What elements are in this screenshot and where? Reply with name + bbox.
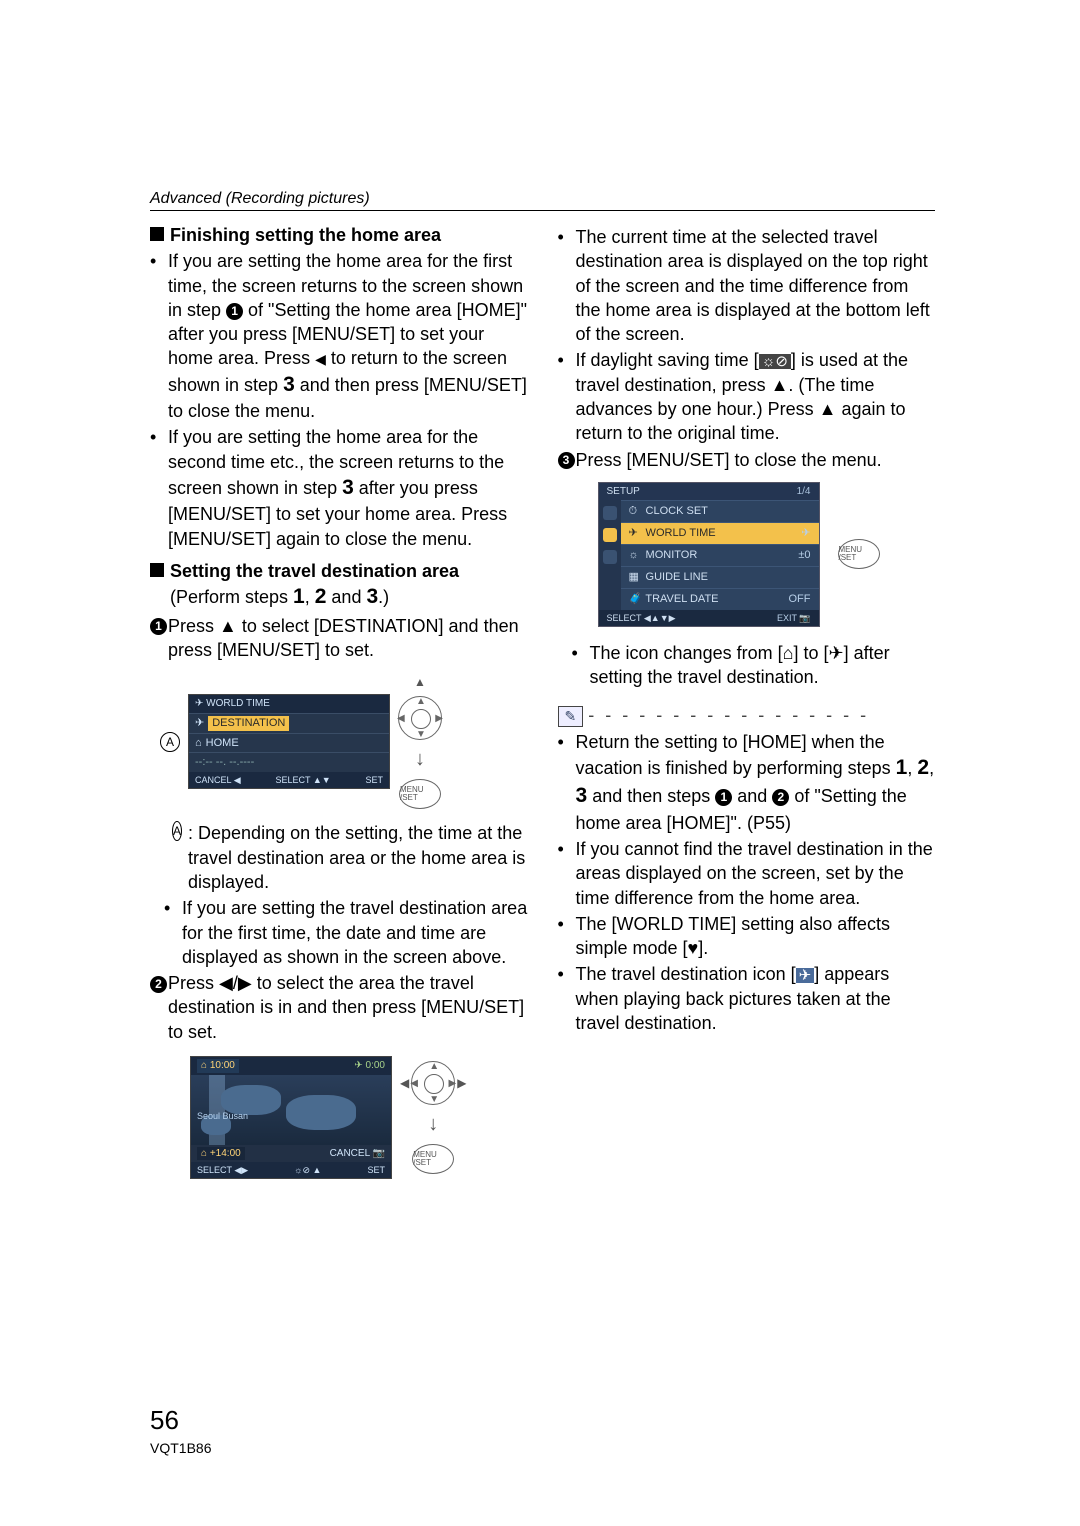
dpad-icon: ▲▼◀▶: [398, 696, 442, 740]
label-a-desc: A : Depending on the setting, the time a…: [172, 821, 528, 894]
square-bullet-icon: [150, 563, 164, 577]
bullet-icon-change: • The icon changes from [⌂] to [✈] after…: [572, 641, 936, 690]
plane-icon: ✈: [829, 643, 844, 663]
dst-icon: ☼⊘: [759, 354, 791, 369]
note-cannot-find: • If you cannot find the travel destinat…: [558, 837, 936, 910]
bullet-dot-icon: •: [558, 962, 570, 1035]
circ-1-icon: 1: [715, 789, 732, 806]
dash-line: - - - - - - - - - - - - - - - - -: [588, 705, 869, 725]
subhead-text: Finishing setting the home area: [170, 223, 441, 247]
menu-set-button-icon: MENU /SET: [399, 779, 441, 809]
ui-map-row: ⌂ 10:00 ✈ 0:00 Seoul Busan ⌂ +14:00 CANC…: [190, 1056, 528, 1179]
square-bullet-icon: [150, 227, 164, 241]
left-column: Finishing setting the home area • If you…: [150, 223, 528, 1191]
bullet-first-time: • If you are setting the home area for t…: [150, 249, 528, 423]
screen-worldtime: ✈ WORLD TIME ✈ DESTINATION ⌂ HOME --:-- …: [188, 694, 390, 789]
setup-menu-item: ▦ GUIDE LINE: [621, 566, 819, 588]
setup-menu-item: ✈ WORLD TIME✈: [621, 522, 819, 544]
bullet-text: If you are setting the home area for the…: [168, 249, 528, 423]
dpad-control: ▲ ▲▼◀▶ ↓ MENU /SET: [398, 674, 442, 809]
bullet-dot-icon: •: [558, 912, 570, 961]
label-a-icon: A: [160, 732, 180, 752]
bullet-dot-icon: •: [558, 348, 570, 445]
bullet-dst: • If daylight saving time [☼⊘] is used a…: [558, 348, 936, 445]
setup-menu-item: ☼ MONITOR±0: [621, 544, 819, 566]
circ-2-icon: 2: [772, 789, 789, 806]
label-a-icon: A: [172, 821, 182, 841]
bullet-dot-icon: •: [150, 249, 162, 423]
substep-2: 2 Press ◀/▶ to select the area the trave…: [150, 971, 528, 1044]
bullet-dot-icon: •: [164, 896, 176, 969]
substep-1: 1 Press ▲ to select [DESTINATION] and th…: [150, 614, 528, 663]
home-icon: ⌂: [783, 643, 794, 663]
bullet-current-time: • The current time at the selected trave…: [558, 225, 936, 346]
subhead-finishing: Finishing setting the home area: [150, 223, 528, 247]
down-arrow-icon: ↓: [428, 1111, 438, 1138]
dpad-control: ◀ ▲▼◀▶ ▶ ↓ MENU /SET: [400, 1061, 466, 1174]
substep-text: Press ▲ to select [DESTINATION] and then…: [168, 614, 528, 663]
step-ref-1-icon: 1: [226, 303, 243, 320]
page-number: 56: [150, 1405, 179, 1436]
ui-setup-row: SETUP1/4 ⏱ CLOCK SET✈ WORLD TIME✈☼ MONIT…: [598, 482, 936, 627]
down-arrow-icon: ↓: [415, 746, 425, 773]
note-icon: ✎: [558, 706, 584, 727]
bullet-text: If you are setting the home area for the…: [168, 425, 528, 551]
bullet-dot-icon: •: [558, 225, 570, 346]
bullet-dot-icon: •: [150, 425, 162, 551]
right-column: • The current time at the selected trave…: [558, 223, 936, 1191]
circ-2-icon: 2: [150, 976, 167, 993]
left-arrow-icon: ◀: [315, 350, 326, 369]
note-return-home: • Return the setting to [HOME] when the …: [558, 730, 936, 835]
setup-menu-item: ⏱ CLOCK SET: [621, 500, 819, 522]
bullet-first-setup: • If you are setting the travel destinat…: [164, 896, 528, 969]
screen-setup: SETUP1/4 ⏱ CLOCK SET✈ WORLD TIME✈☼ MONIT…: [598, 482, 820, 627]
note-playback-icon: • The travel destination icon [✈] appear…: [558, 962, 936, 1035]
bullet-dot-icon: •: [558, 837, 570, 910]
ui-worldtime-row: A ✈ WORLD TIME ✈ DESTINATION ⌂ HOME --:-…: [160, 674, 528, 809]
bullet-second-time: • If you are setting the home area for t…: [150, 425, 528, 551]
note-simple-mode: • The [WORLD TIME] setting also affects …: [558, 912, 936, 961]
circ-1-icon: 1: [150, 618, 167, 635]
plane-box-icon: ✈: [796, 968, 815, 983]
document-code: VQT1B86: [150, 1440, 211, 1456]
subhead-text: Setting the travel destination area: [170, 559, 459, 583]
menu-set-button-icon: MENU /SET: [838, 539, 880, 569]
perform-steps-note: (Perform steps 1, 2 and 3.): [170, 583, 528, 611]
bullet-dot-icon: •: [572, 641, 584, 690]
heart-icon: ♥: [688, 938, 699, 958]
setup-menu-item: 🧳 TRAVEL DATEOFF: [621, 588, 819, 610]
substep-3: 3 Press [MENU/SET] to close the menu.: [558, 448, 936, 472]
dpad-icon: ▲▼◀▶: [411, 1061, 455, 1105]
bullet-dot-icon: •: [558, 730, 570, 835]
note-divider: ✎ - - - - - - - - - - - - - - - - -: [558, 703, 936, 727]
screen-map: ⌂ 10:00 ✈ 0:00 Seoul Busan ⌂ +14:00 CANC…: [190, 1056, 392, 1179]
dest-icon: ✈: [195, 698, 203, 709]
subhead-travel-dest: Setting the travel destination area: [150, 559, 528, 583]
circ-3-icon: 3: [558, 452, 575, 469]
header-rule: [150, 210, 935, 211]
substep-text: Press ◀/▶ to select the area the travel …: [168, 971, 528, 1044]
menu-set-button-icon: MENU /SET: [412, 1144, 454, 1174]
section-header: Advanced (Recording pictures): [150, 190, 935, 208]
